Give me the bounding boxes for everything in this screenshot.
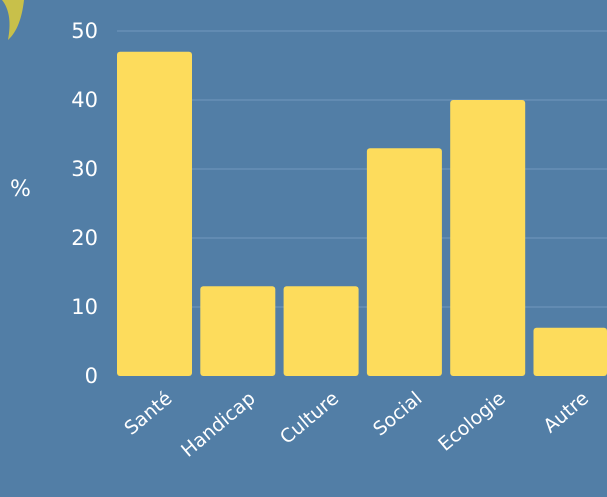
y-tick-label-50: 50 (71, 19, 98, 43)
y-tick-labels: 0 10 20 30 40 50 (71, 19, 98, 388)
x-category-label-2: Culture (276, 387, 343, 448)
decorative-leaf (2, 0, 24, 40)
x-category-labels: Santé Handicap Culture Social Ecologie Autre (120, 387, 593, 461)
x-category-label-1: Handicap (177, 387, 260, 461)
bar-3 (366, 148, 442, 376)
bars (117, 51, 607, 376)
bar-1 (200, 286, 276, 376)
x-category-label-4: Ecologie (434, 387, 509, 455)
bar-0 (117, 51, 192, 376)
x-category-label-0: Santé (120, 387, 176, 439)
gridlines (117, 30, 607, 308)
bar-2 (283, 286, 359, 376)
y-tick-label-20: 20 (71, 226, 98, 250)
bar-4 (450, 100, 526, 376)
x-category-label-3: Social (369, 387, 426, 440)
x-category-label-5: Autre (539, 387, 593, 437)
y-tick-label-40: 40 (71, 88, 98, 112)
y-tick-label-0: 0 (85, 364, 98, 388)
y-tick-label-30: 30 (71, 157, 98, 181)
y-tick-label-10: 10 (71, 295, 98, 319)
bar-5 (533, 327, 607, 376)
y-axis-label: % (10, 177, 31, 202)
